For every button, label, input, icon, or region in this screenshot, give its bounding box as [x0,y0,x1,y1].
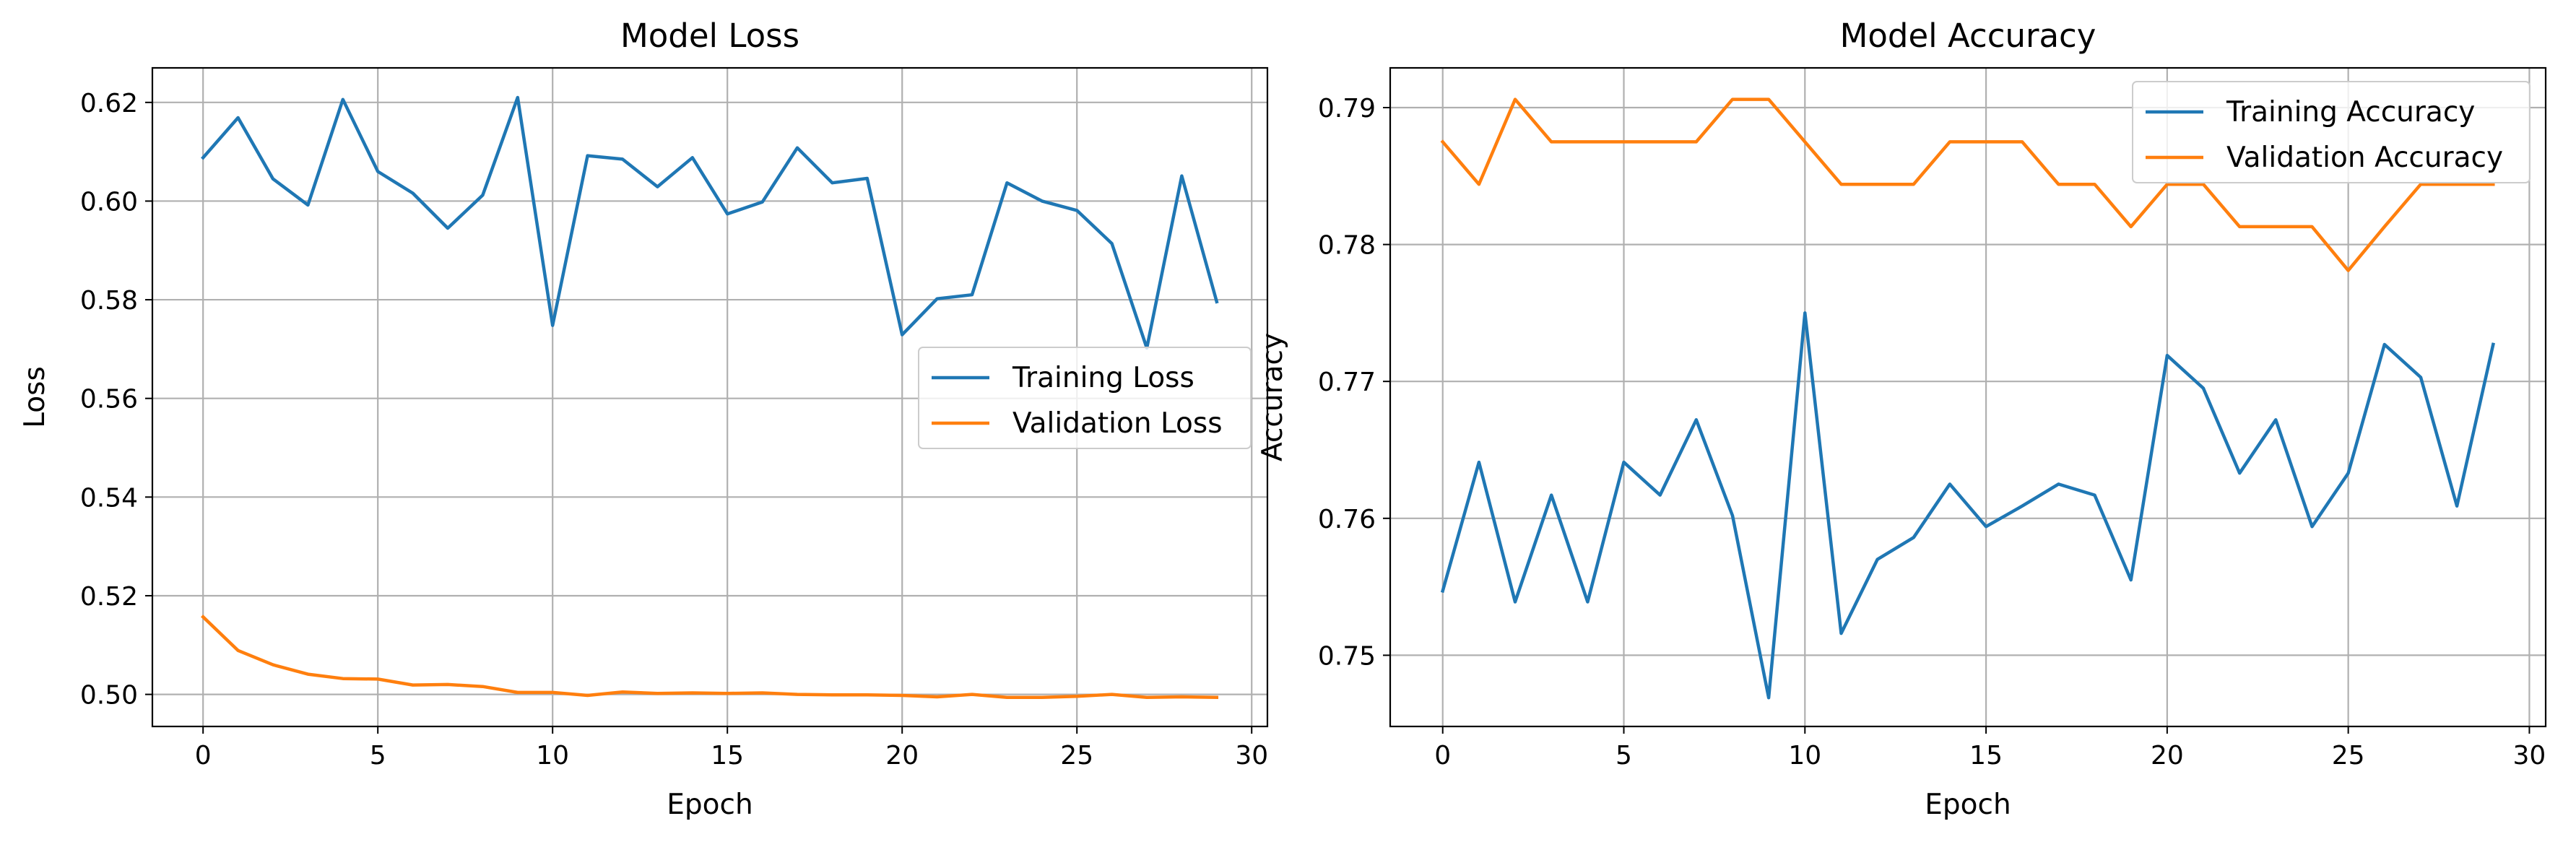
training-accuracy-line [1440,311,2495,700]
x-tick-label: 25 [2332,741,2365,771]
y-tick-label: 0.58 [80,286,138,316]
y-tick-label: 0.76 [1318,505,1376,534]
chart-title: Model Loss [620,17,799,55]
x-tick-label: 30 [2513,741,2546,771]
legend: Training Accuracy Validation Accuracy [2132,81,2531,183]
training-loss-line [201,95,1219,350]
x-axis-label: Epoch [1925,789,2011,821]
legend: Training Loss Validation Loss [918,347,1252,449]
y-tick-label: 0.52 [80,582,138,612]
training-loss-legend-label: Training Loss [1012,362,1194,394]
validation-accuracy-line [1440,97,2495,272]
x-tick-label: 15 [1969,741,2003,771]
legend-box [2132,81,2531,183]
x-tick-label: 10 [1788,741,1821,771]
chart-panel-0: 0 5 10 15 20 25 30 0.50 0.52 0.54 0.56 0.58 0.60 0.62… [19,17,1268,821]
y-tick-label: 0.75 [1318,641,1376,671]
x-tick-label: 5 [370,741,386,771]
x-tick-label: 25 [1060,741,1093,771]
x-tick-label: 10 [536,741,569,771]
y-tick-label: 0.62 [80,89,138,118]
grid-lines [1390,68,2546,726]
series-lines [1440,97,2495,700]
legend-box [918,347,1252,449]
x-tick-label: 15 [711,741,744,771]
series-lines [201,95,1219,699]
y-tick-label: 0.79 [1318,94,1376,123]
chart-panel-1: 0 5 10 15 20 25 30 0.75 0.76 0.77 0.78 0.79 Model Ac… [1257,17,2547,821]
x-tick-label: 20 [2151,741,2184,771]
chart-title: Model Accuracy [1840,17,2096,55]
x-tick-label: 5 [1616,741,1632,771]
x-tick-label: 30 [1235,741,1268,771]
x-axis-label: Epoch [667,789,753,821]
y-tick-label: 0.60 [80,187,138,217]
y-axis-label: Accuracy [1257,333,1289,461]
y-tick-label: 0.50 [80,681,138,711]
y-tick-label: 0.56 [80,385,138,415]
axes-frame [1389,66,2547,728]
y-tick-label: 0.77 [1318,368,1376,397]
validation-loss-legend-label: Validation Loss [1012,407,1223,440]
axes-frame [151,66,1269,728]
validation-loss-line [201,615,1219,699]
y-tick-label: 0.78 [1318,231,1376,261]
y-tick-label: 0.54 [80,483,138,513]
x-tick-label: 0 [195,741,212,771]
y-axis-label: Loss [19,366,51,428]
x-tick-label: 20 [885,741,919,771]
validation-accuracy-legend-label: Validation Accuracy [2226,142,2503,174]
training-accuracy-legend-label: Training Accuracy [2226,96,2475,129]
x-tick-label: 0 [1434,741,1451,771]
